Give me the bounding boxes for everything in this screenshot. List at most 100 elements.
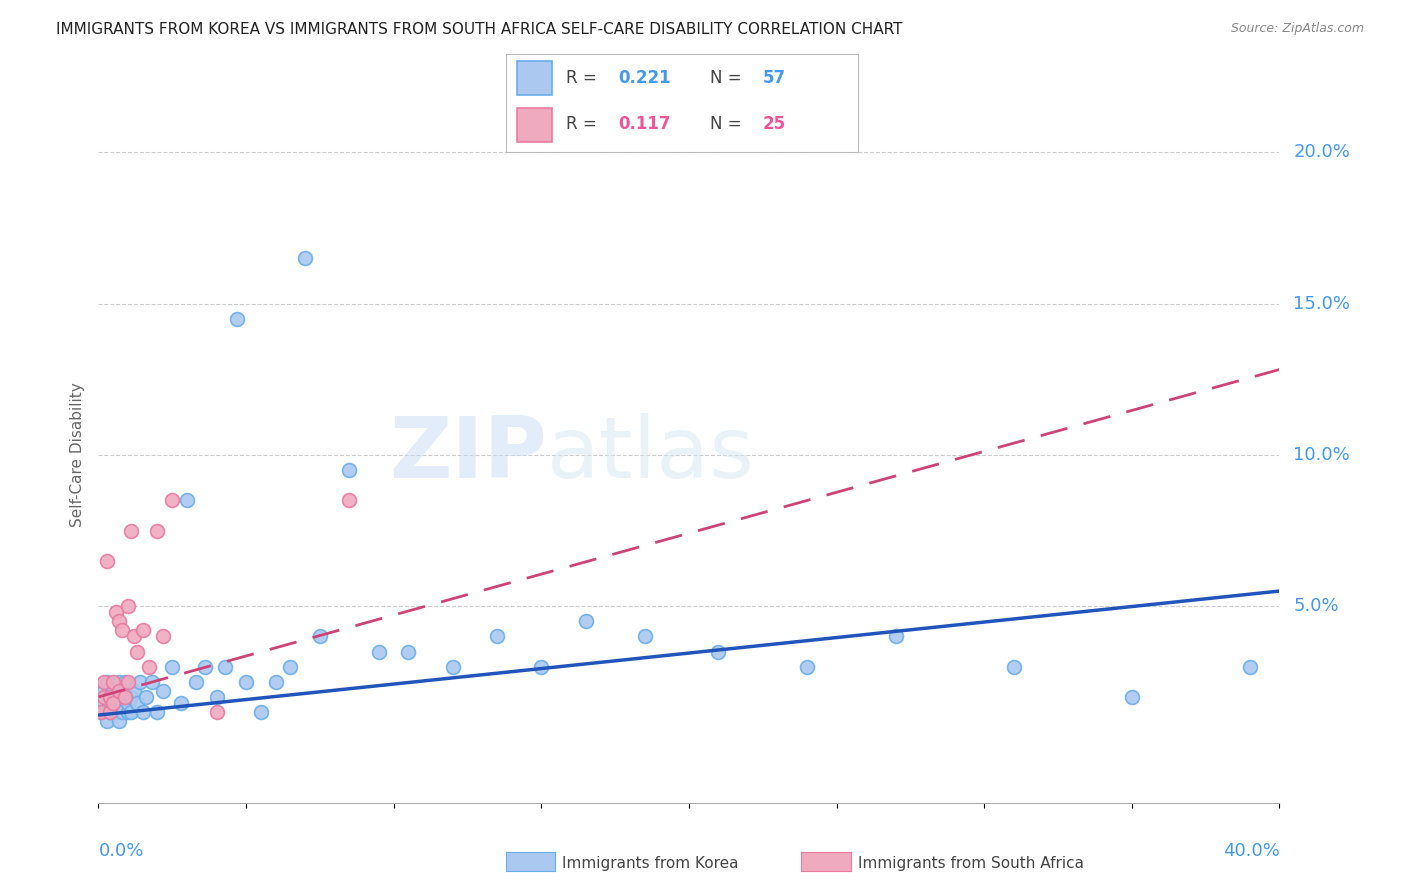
Point (114, 690, 136, 704)
FancyBboxPatch shape (517, 62, 551, 95)
Text: Immigrants from Korea: Immigrants from Korea (562, 856, 740, 871)
Text: 0.221: 0.221 (619, 69, 671, 87)
Point (105, 705, 128, 719)
Point (162, 493, 183, 508)
Point (176, 493, 198, 508)
Text: 10.0%: 10.0% (1294, 446, 1350, 464)
Point (1002, 659, 1025, 673)
Text: IMMIGRANTS FROM KOREA VS IMMIGRANTS FROM SOUTH AFRICA SELF-CARE DISABILITY CORRE: IMMIGRANTS FROM KOREA VS IMMIGRANTS FROM… (56, 22, 903, 37)
Point (146, 705, 169, 719)
Point (441, 659, 464, 673)
Text: ZIP: ZIP (389, 413, 547, 497)
Point (205, 690, 228, 704)
Point (486, 629, 509, 643)
Point (146, 524, 169, 538)
Point (108, 674, 131, 689)
Point (152, 684, 174, 698)
Point (194, 659, 217, 673)
Point (117, 599, 139, 614)
Text: 15.0%: 15.0% (1294, 294, 1350, 313)
Point (170, 696, 193, 710)
Point (337, 463, 360, 477)
Point (205, 705, 228, 719)
Point (105, 605, 128, 619)
Point (132, 624, 155, 638)
Point (96, 554, 118, 568)
Point (98, 705, 121, 719)
Point (111, 705, 134, 719)
Text: Immigrants from South Africa: Immigrants from South Africa (858, 856, 1084, 871)
Point (93, 696, 115, 710)
Point (264, 674, 287, 689)
Point (1121, 690, 1143, 704)
Point (103, 696, 125, 710)
Point (103, 684, 125, 698)
Point (122, 684, 145, 698)
Point (117, 705, 139, 719)
Point (90, 705, 112, 719)
Text: atlas: atlas (547, 413, 755, 497)
Point (103, 696, 125, 710)
Y-axis label: Self-Care Disability: Self-Care Disability (69, 383, 84, 527)
FancyBboxPatch shape (517, 109, 551, 142)
Point (93, 674, 115, 689)
Point (368, 644, 391, 658)
Point (108, 714, 131, 728)
Text: 25: 25 (762, 115, 786, 133)
Point (98, 690, 121, 704)
Point (141, 674, 163, 689)
Point (214, 659, 236, 673)
Point (108, 684, 131, 698)
Point (96, 674, 118, 689)
Text: R =: R = (565, 115, 602, 133)
Point (93, 690, 115, 704)
Point (90, 705, 112, 719)
Point (132, 705, 155, 719)
Point (337, 493, 360, 508)
Point (93, 684, 115, 698)
Point (278, 659, 302, 673)
Point (128, 674, 150, 689)
Text: 40.0%: 40.0% (1223, 842, 1279, 860)
Point (111, 624, 134, 638)
Point (125, 644, 148, 658)
Point (294, 252, 316, 266)
Text: 57: 57 (762, 69, 786, 87)
Text: N =: N = (710, 115, 747, 133)
Point (117, 674, 139, 689)
Point (125, 696, 148, 710)
Text: 0.117: 0.117 (619, 115, 671, 133)
Point (530, 659, 553, 673)
Text: 5.0%: 5.0% (1294, 597, 1339, 615)
Point (226, 311, 249, 326)
Point (120, 524, 142, 538)
Point (135, 690, 157, 704)
Text: 20.0%: 20.0% (1294, 144, 1350, 161)
Point (120, 705, 142, 719)
Point (152, 629, 174, 643)
Point (1239, 659, 1261, 673)
Point (138, 659, 160, 673)
Point (108, 615, 131, 629)
Point (114, 690, 136, 704)
Point (162, 659, 183, 673)
Point (120, 690, 142, 704)
Text: 0.0%: 0.0% (98, 842, 143, 860)
Point (122, 629, 145, 643)
Point (884, 629, 907, 643)
Point (98, 705, 121, 719)
Point (396, 644, 419, 658)
Point (96, 714, 118, 728)
Text: Source: ZipAtlas.com: Source: ZipAtlas.com (1230, 22, 1364, 36)
Point (98, 690, 121, 704)
Text: N =: N = (710, 69, 747, 87)
Point (117, 696, 139, 710)
Point (114, 674, 136, 689)
Text: R =: R = (565, 69, 602, 87)
Point (707, 644, 730, 658)
Point (574, 615, 596, 629)
Point (105, 690, 128, 704)
Point (309, 629, 332, 643)
Point (250, 705, 273, 719)
Point (796, 659, 818, 673)
